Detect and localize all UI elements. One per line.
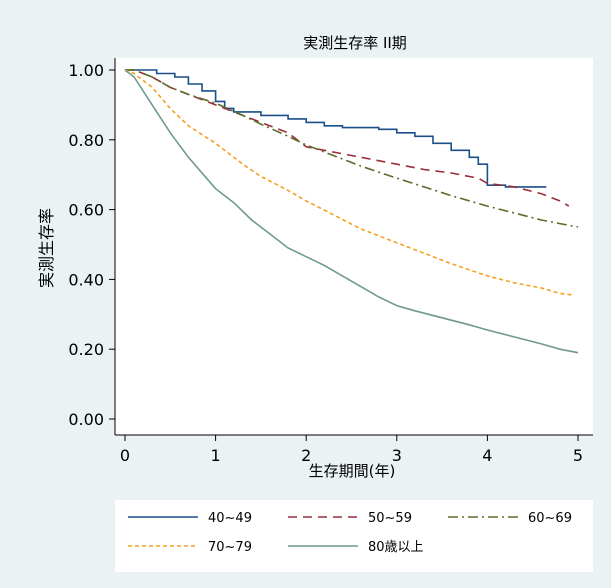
plot-area [115, 58, 593, 435]
y-tick-label: 0.60 [68, 201, 104, 220]
y-tick-label: 0.20 [68, 340, 104, 359]
series-line-5 [124, 69, 579, 354]
legend-label-5: 80歳以上 [368, 540, 424, 555]
legend: 40~49 50~59 60~69 70~79 80歳以上 [128, 511, 572, 555]
series-line-2 [125, 69, 570, 207]
series-line-1 [125, 69, 547, 188]
axes: 0 1 2 3 4 5 0.00 0.20 0.40 0.60 0.80 1.00 [68, 58, 593, 465]
x-tick-label: 4 [482, 446, 492, 465]
x-tick-label: 0 [120, 446, 130, 465]
legend-label-1: 40~49 [208, 511, 252, 526]
x-tick-label: 1 [211, 446, 221, 465]
chart-title: 実測生存率 II期 [303, 34, 407, 52]
legend-label-3: 60~69 [528, 511, 572, 526]
legend-label-2: 50~59 [368, 511, 412, 526]
y-axis-label: 実測生存率 [37, 208, 56, 288]
legend-box [115, 500, 593, 572]
legend-label-4: 70~79 [208, 540, 252, 555]
series-lines [124, 69, 579, 354]
y-tick-label: 0.80 [68, 131, 104, 150]
x-axis-label: 生存期間(年) [309, 462, 396, 480]
x-tick-label: 2 [301, 446, 311, 465]
series-line-4 [124, 69, 574, 296]
y-tick-label: 0.00 [68, 410, 104, 429]
x-tick-label: 3 [392, 446, 402, 465]
x-tick-label: 5 [573, 446, 583, 465]
y-tick-label: 0.40 [68, 270, 104, 289]
y-tick-label: 1.00 [68, 61, 104, 80]
